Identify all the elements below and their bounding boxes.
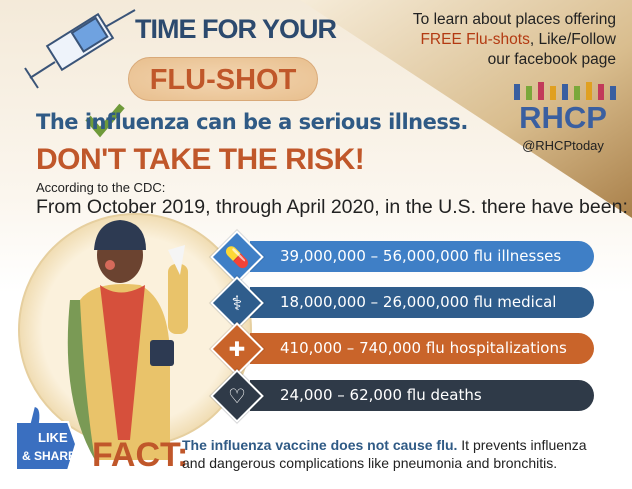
share-text: & SHARE (22, 449, 76, 463)
social-handle: @RHCPtoday (522, 138, 604, 153)
headline: The influenza can be a serious illness. (36, 110, 468, 134)
sick-man-illustration (67, 220, 188, 460)
title-line-1: TIME FOR YOUR (135, 14, 337, 44)
promo-line-3: our facebook page (487, 51, 616, 68)
stat-bar: 410,000 – 740,000 flu hospitalizations (250, 333, 594, 364)
fact-bold: The influenza vaccine does not cause flu… (182, 437, 458, 453)
checkmark-icon (85, 103, 125, 138)
promo-line-2: FREE Flu-shots, Like/Follow (413, 30, 616, 50)
period-text: From October 2019, through April 2020, i… (36, 196, 628, 218)
stethoscope-icon: ⚕ (231, 291, 243, 315)
stat-bar: 24,000 – 62,000 flu deaths (250, 380, 594, 411)
fact-rest-1: It prevents influenza (457, 437, 587, 453)
stat-bar: 18,000,000 – 26,000,000 flu medical visi… (250, 287, 594, 342)
heartbeat-icon: ♡ (228, 384, 246, 408)
promo-line-1: To learn about places offering (412, 11, 616, 28)
like-share-icon[interactable]: LIKE & SHARE (8, 404, 78, 472)
promo-line-2-rest: , Like/Follow (529, 31, 616, 48)
hospital-icon: ✚ (228, 337, 246, 361)
promo-highlight: FREE Flu-shots (420, 31, 530, 48)
bandage-banner: FLU-SHOT (128, 57, 318, 101)
warning-heading: DON'T TAKE THE RISK! (36, 143, 365, 176)
logo-people-icon (514, 82, 616, 100)
fact-rest-2: and dangerous complications like pneumon… (182, 455, 558, 471)
promo-text: To learn about places offering FREE Flu-… (413, 10, 616, 70)
fact-text: The influenza vaccine does not cause flu… (182, 436, 587, 472)
fact-label: FACT: (92, 436, 189, 474)
rhcp-logo[interactable]: RHCP @RHCPtoday (508, 78, 618, 153)
logo-text: RHCP (519, 100, 607, 135)
syringe-icon (24, 9, 136, 89)
source-text: According to the CDC: (36, 180, 166, 195)
medicine-icon: 💊 (224, 245, 250, 269)
title-line-2: FLU-SHOT (149, 64, 297, 96)
stat-bar: 39,000,000 – 56,000,000 flu illnesses (250, 241, 594, 272)
like-text: LIKE (38, 430, 68, 445)
